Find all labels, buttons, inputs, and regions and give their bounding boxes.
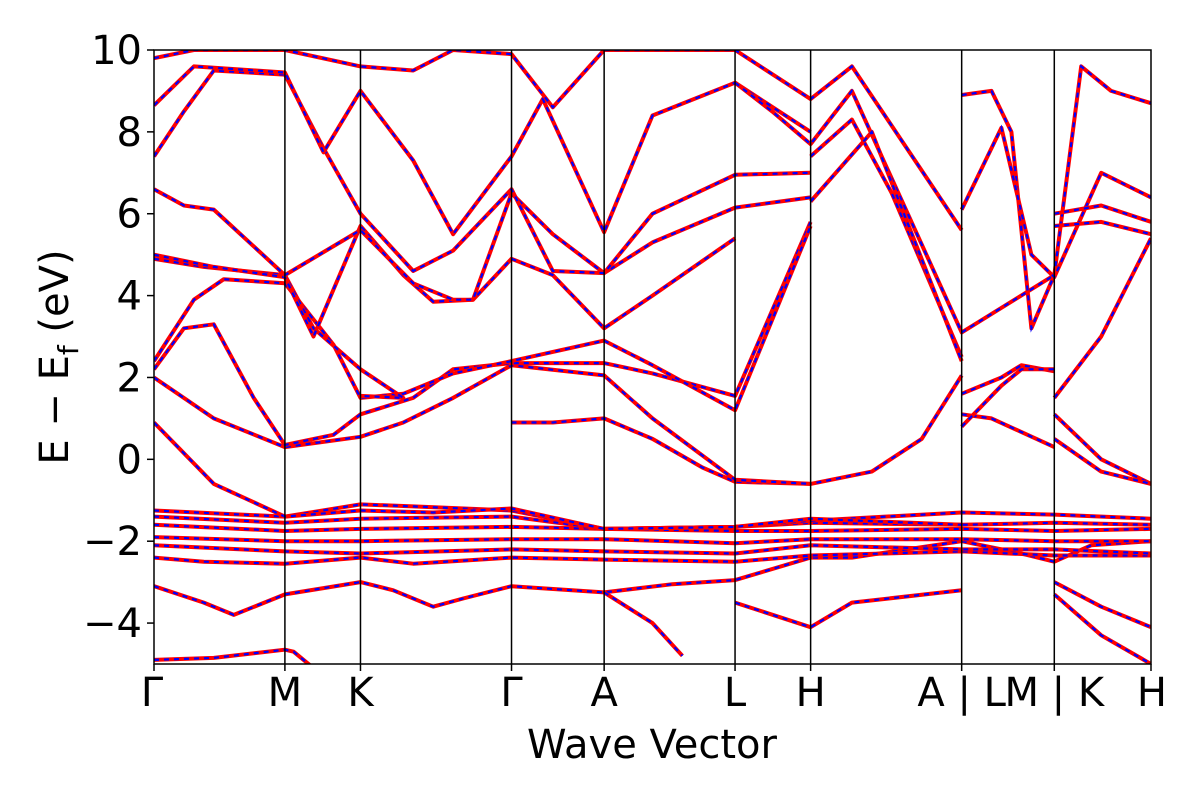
x-tick-label: Γ <box>141 670 164 716</box>
y-tick-label: −2 <box>83 519 142 565</box>
x-tick-label: M | K <box>1004 670 1105 716</box>
band-line-dashed <box>154 523 1151 533</box>
band-line-dashed <box>961 64 1151 333</box>
band-line-dashed <box>734 81 1055 334</box>
band-line-dashed <box>734 589 962 629</box>
y-axis: −4 −2 0 2 4 6 8 10 <box>83 28 154 647</box>
y-tick-label: 2 <box>117 355 142 401</box>
band-line-dashed <box>1053 437 1151 485</box>
band-line-dashed <box>154 550 1151 565</box>
y-tick-label: 6 <box>117 192 142 238</box>
band-line-dashed <box>154 421 962 531</box>
high-symmetry-lines <box>284 50 1056 664</box>
band-line-dashed <box>154 364 811 485</box>
band-line <box>959 125 1151 280</box>
y-axis-label: E − Ef (eV) <box>32 249 85 464</box>
band-line-dashed <box>154 188 811 301</box>
x-tick-label: A | L <box>917 670 1006 716</box>
band-line-dashed <box>1053 237 1151 399</box>
band-line-dashed <box>1054 220 1151 236</box>
x-tick-label: Γ <box>500 670 523 716</box>
band-line-dashed <box>154 544 1151 555</box>
band-line-dashed <box>154 65 812 237</box>
y-axis-label-main: E − E <box>32 355 78 465</box>
x-tick-label: H <box>1137 670 1167 716</box>
band-line-dashed <box>1054 204 1151 223</box>
x-axis-label: Wave Vector <box>527 722 778 768</box>
band-line <box>960 367 1055 428</box>
band-line-dashed <box>154 225 812 412</box>
y-tick-label: 8 <box>117 110 142 156</box>
x-tick-label: H <box>796 670 826 716</box>
x-tick-label: M <box>268 670 303 716</box>
y-tick-label: 0 <box>117 437 142 483</box>
band-line-dashed <box>511 374 963 486</box>
x-tick-label: K <box>347 670 375 716</box>
y-axis-label-sub: f <box>52 344 85 355</box>
band-line-dashed <box>1053 413 1151 485</box>
x-tick-label: L <box>724 670 747 716</box>
band-line-dashed <box>1053 593 1151 664</box>
x-tick-label: A <box>590 670 618 716</box>
y-tick-label: 10 <box>91 28 142 74</box>
band-line-dashed <box>154 69 811 275</box>
band-line-dashed <box>1053 581 1151 629</box>
y-axis-label-unit: (eV) <box>32 249 78 345</box>
plot-frame <box>153 49 1152 665</box>
band-line-dashed <box>809 129 963 362</box>
y-tick-label: 4 <box>117 274 142 320</box>
band-line-dashed <box>154 221 812 447</box>
band-line <box>603 590 684 658</box>
y-tick-label: −4 <box>83 601 142 647</box>
band-line-dashed <box>154 536 1151 545</box>
